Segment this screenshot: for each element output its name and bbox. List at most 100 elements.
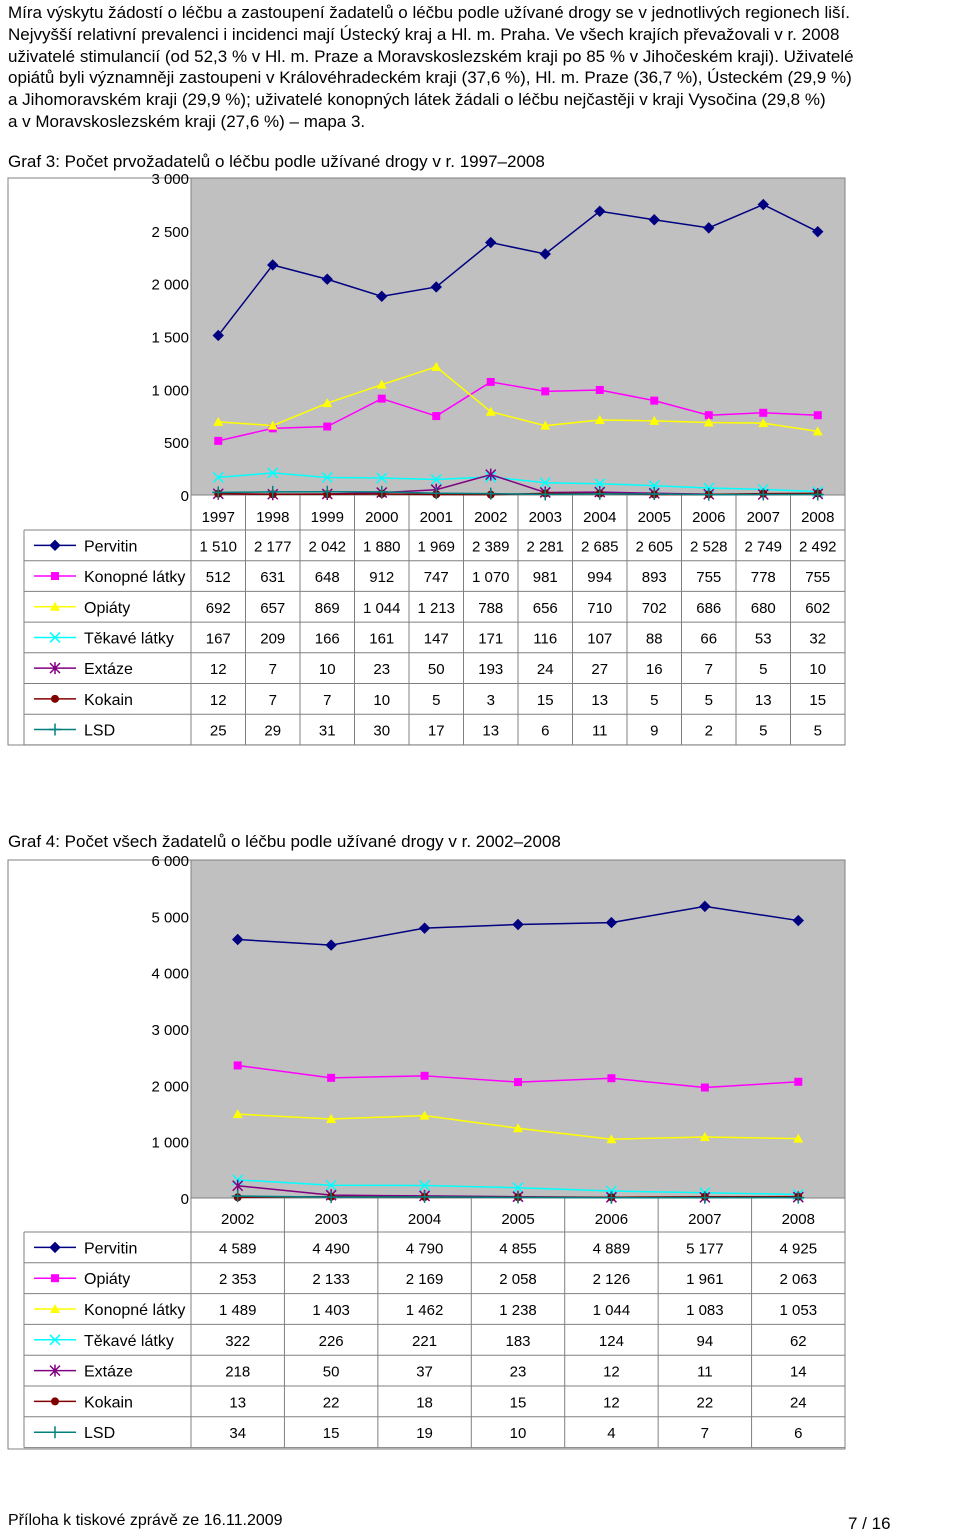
data-label: 32: [809, 630, 826, 647]
paragraph-line: a v Moravskoslezském kraji (27,6 %) – ma…: [8, 111, 366, 131]
data-point: [233, 1061, 242, 1070]
data-point: [267, 420, 278, 430]
data-label: 167: [206, 630, 231, 647]
data-point: [605, 1191, 618, 1204]
data-label: 12: [210, 661, 227, 678]
data-label: 50: [323, 1364, 340, 1381]
data-point: [376, 379, 387, 389]
x-tick-label: 2006: [595, 1211, 628, 1228]
data-label: 1 489: [219, 1302, 257, 1319]
legend-marker: [49, 1364, 61, 1377]
data-point: [813, 411, 822, 420]
data-label: 2 126: [593, 1271, 631, 1288]
data-label: 788: [478, 600, 503, 617]
data-label: 2 058: [499, 1271, 537, 1288]
legend-marker: [49, 1241, 61, 1254]
data-label: 4 925: [780, 1240, 818, 1257]
data-label: 183: [505, 1333, 530, 1350]
data-label: 12: [603, 1364, 620, 1381]
data-label: 7: [269, 692, 277, 709]
data-point: [793, 1133, 804, 1143]
data-point: [699, 1131, 710, 1141]
data-point: [649, 415, 660, 425]
data-point: [232, 1109, 243, 1119]
data-label: 9: [650, 723, 658, 740]
data-label: 893: [642, 569, 667, 586]
data-point: [540, 420, 551, 430]
legend-label: Kokain: [84, 1394, 133, 1411]
data-label: 14: [790, 1364, 807, 1381]
y-tick-label: 2 000: [151, 1078, 189, 1095]
x-tick-label: 1999: [311, 509, 344, 526]
y-tick-label: 2 500: [151, 224, 189, 241]
data-label: 50: [428, 661, 445, 678]
legend-label: LSD: [84, 1425, 115, 1442]
data-point: [376, 290, 388, 303]
data-label: 4 589: [219, 1240, 257, 1257]
data-point: [327, 1073, 336, 1082]
data-point: [322, 398, 333, 408]
data-label: 3: [487, 692, 495, 709]
data-point: [514, 1078, 522, 1087]
legend-marker: [49, 1426, 61, 1439]
legend-label: Kokain: [84, 692, 133, 709]
y-tick-label: 0: [181, 488, 189, 505]
data-label: 62: [790, 1333, 807, 1350]
data-point: [648, 214, 660, 226]
legend-marker: [49, 723, 61, 736]
data-point: [594, 205, 606, 217]
y-tick-label: 6 000: [151, 853, 189, 870]
data-label: 17: [428, 723, 445, 740]
series-line: [218, 381, 818, 442]
data-label: 2 177: [254, 538, 292, 555]
legend-marker: [49, 662, 61, 675]
data-label: 657: [260, 600, 285, 617]
data-label: 10: [373, 692, 390, 709]
series-line: [218, 472, 818, 493]
data-point: [698, 1191, 711, 1204]
data-label: 1 070: [472, 569, 510, 586]
data-label: 656: [533, 600, 558, 617]
data-label: 1 044: [593, 1302, 631, 1319]
data-point: [794, 1077, 803, 1086]
x-tick-label: 1997: [202, 509, 235, 526]
data-point: [512, 1182, 524, 1194]
data-point: [432, 412, 441, 421]
data-point: [699, 900, 711, 913]
legend-label: Pervitin: [84, 538, 137, 555]
data-label: 686: [696, 600, 721, 617]
x-tick-label: 2004: [583, 509, 616, 526]
y-tick-label: 1 000: [151, 382, 189, 399]
data-label: 2 169: [406, 1271, 444, 1288]
legend-label: LSD: [84, 723, 115, 740]
y-tick-label: 1 500: [151, 330, 189, 347]
data-label: 147: [424, 630, 449, 647]
data-point: [512, 918, 524, 931]
data-label: 5: [759, 723, 767, 740]
data-point: [325, 1179, 337, 1191]
data-label: 30: [373, 723, 390, 740]
x-tick-label: 2008: [782, 1211, 815, 1228]
data-label: 23: [373, 661, 390, 678]
data-label: 13: [229, 1394, 246, 1411]
data-label: 6: [541, 723, 549, 740]
legend-label: Těkavé látky: [84, 1333, 174, 1350]
x-tick-label: 1998: [256, 509, 289, 526]
x-tick-label: 2007: [747, 509, 780, 526]
data-label: 34: [229, 1425, 246, 1442]
data-point: [702, 488, 715, 501]
data-label: 15: [510, 1394, 527, 1411]
data-label: 1 961: [686, 1271, 724, 1288]
data-point: [539, 248, 551, 260]
data-label: 18: [416, 1394, 433, 1411]
data-label: 13: [482, 723, 499, 740]
data-label: 13: [591, 692, 608, 709]
chart2-svg: 0 1 000 2 000 3 000 4 000 5 000 6 000 2002 2003 2…: [7, 853, 846, 1450]
paragraph-line: a Jihomoravském kraji (29,9 %); uživatel…: [8, 90, 826, 110]
data-label: 166: [315, 630, 340, 647]
data-label: 1 053: [780, 1302, 818, 1319]
data-point: [513, 1123, 523, 1133]
data-label: 226: [319, 1333, 344, 1350]
data-label: 2 605: [635, 538, 673, 555]
data-label: 37: [416, 1364, 433, 1381]
